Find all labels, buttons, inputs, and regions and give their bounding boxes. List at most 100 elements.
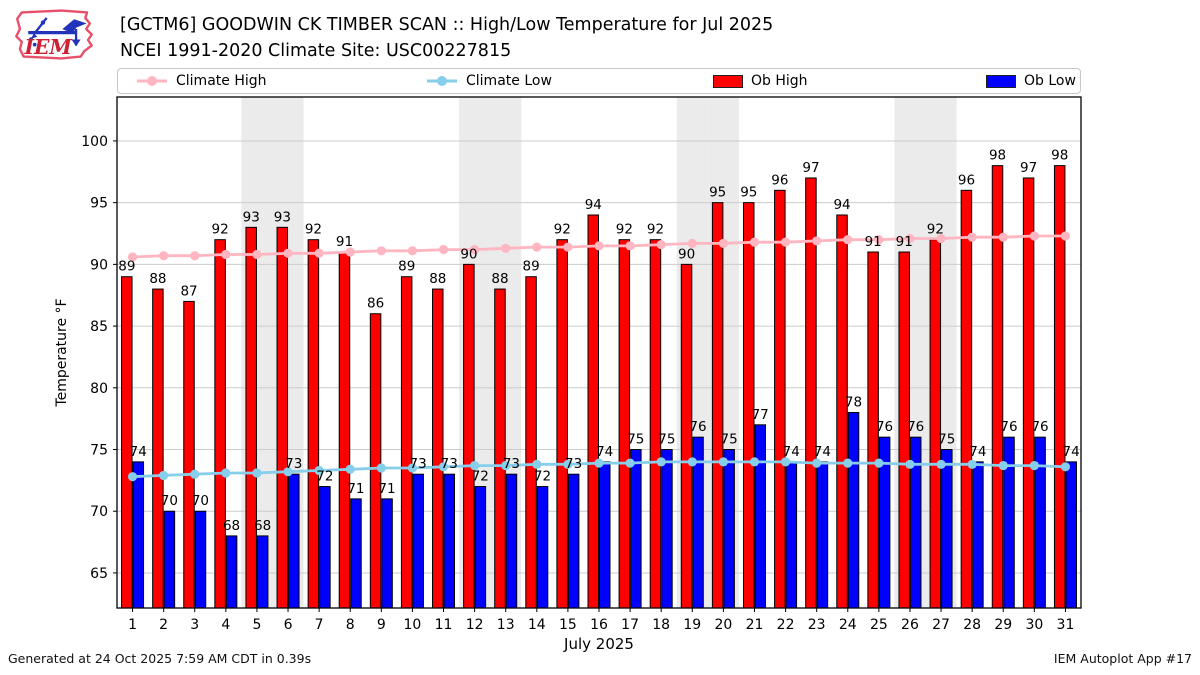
ob-high-value-label: 96 bbox=[771, 172, 788, 188]
ob-high-bar bbox=[463, 263, 475, 609]
climate-line-marker bbox=[874, 235, 884, 245]
climate-line-marker bbox=[718, 238, 728, 248]
ob-high-value-label: 98 bbox=[989, 148, 1006, 164]
climate-line-marker bbox=[221, 249, 231, 260]
x-tick-label: 8 bbox=[346, 617, 355, 633]
x-axis-title: July 2025 bbox=[563, 635, 634, 653]
ob-high-value-label: 89 bbox=[523, 259, 540, 275]
y-tick-label: 75 bbox=[90, 443, 108, 459]
ob-high-bar bbox=[432, 288, 444, 609]
legend-label-ob-low: Ob Low bbox=[1024, 73, 1076, 89]
title-block: [GCTM6] GOODWIN CK TIMBER SCAN :: High/L… bbox=[120, 12, 773, 64]
x-tick-label: 7 bbox=[315, 617, 324, 633]
climate-line-marker bbox=[314, 465, 324, 476]
x-tick-label: 25 bbox=[870, 617, 888, 633]
x-tick-label: 2 bbox=[159, 617, 168, 633]
climate-line-marker bbox=[687, 457, 697, 467]
x-tick-label: 17 bbox=[621, 617, 639, 633]
ob-high-value-label: 95 bbox=[740, 185, 757, 201]
x-tick-label: 19 bbox=[683, 617, 701, 633]
ob-low-bar bbox=[972, 461, 984, 609]
ob-high-bar bbox=[711, 202, 724, 609]
legend-label-ob-high: Ob High bbox=[751, 73, 808, 89]
ob-high-bar bbox=[338, 251, 351, 609]
climate-line-marker bbox=[345, 464, 355, 474]
ob-high-bar bbox=[494, 288, 506, 609]
y-tick-label: 80 bbox=[90, 381, 108, 397]
climate-line-marker bbox=[1029, 231, 1039, 241]
ob-high-value-label: 92 bbox=[554, 222, 571, 238]
x-tick-label: 16 bbox=[590, 617, 608, 633]
climate-line-marker bbox=[718, 457, 728, 467]
climate-line-marker bbox=[625, 458, 635, 468]
x-tick-label: 28 bbox=[963, 617, 981, 633]
ob-low-value-label: 73 bbox=[285, 456, 302, 472]
ob-low-bar bbox=[536, 486, 549, 609]
climate-line-marker bbox=[283, 467, 293, 477]
ob-high-value-label: 86 bbox=[367, 296, 384, 312]
x-tick-label: 6 bbox=[284, 617, 293, 633]
ob-low-bar bbox=[225, 535, 238, 609]
x-tick-label: 15 bbox=[559, 617, 577, 633]
ob-low-value-label: 75 bbox=[658, 432, 675, 448]
climate-line-marker bbox=[998, 460, 1008, 471]
climate-line-marker bbox=[594, 458, 604, 468]
ob-low-bar bbox=[630, 449, 642, 609]
ob-low-bar bbox=[256, 535, 269, 609]
climate-low-line-marker bbox=[427, 76, 457, 86]
y-axis-title: Temperature °F bbox=[54, 298, 70, 407]
ob-low-bar bbox=[723, 449, 735, 609]
ob-low-bar bbox=[567, 473, 580, 609]
climate-line-marker bbox=[936, 459, 946, 469]
ob-low-bar bbox=[754, 424, 766, 609]
climate-line-marker bbox=[314, 248, 324, 258]
ob-high-value-label: 96 bbox=[958, 172, 975, 188]
ob-low-swatch bbox=[986, 74, 1016, 88]
app-credit: IEM Autoplot App #17 bbox=[1053, 651, 1192, 666]
climate-low-line bbox=[127, 457, 1071, 482]
ob-high-bar bbox=[742, 202, 755, 609]
ob-low-bar bbox=[412, 473, 424, 609]
climate-line-marker bbox=[967, 232, 977, 242]
generated-timestamp: Generated at 24 Oct 2025 7:59 AM CDT in … bbox=[8, 651, 312, 666]
ob-high-value-label: 92 bbox=[212, 222, 229, 238]
x-tick-label: 11 bbox=[435, 617, 453, 633]
climate-high-line bbox=[127, 231, 1071, 262]
ob-high-bar bbox=[276, 226, 289, 609]
ob-low-value-label: 72 bbox=[534, 469, 551, 485]
ob-low-value-label: 70 bbox=[192, 493, 209, 509]
ob-high-value-label: 92 bbox=[927, 222, 944, 238]
ob-low-value-label: 78 bbox=[845, 394, 862, 410]
climate-line-marker bbox=[221, 468, 231, 478]
ob-high-bar bbox=[183, 300, 195, 609]
ob-high-bar bbox=[369, 313, 382, 609]
ob-low-bar bbox=[599, 461, 611, 609]
ob-low-value-label: 74 bbox=[130, 444, 147, 460]
climate-line-marker bbox=[563, 242, 573, 252]
weathervane-icon bbox=[28, 17, 87, 47]
climate-line-marker bbox=[407, 246, 418, 256]
ob-high-value-label: 88 bbox=[429, 271, 446, 287]
ob-low-bar bbox=[381, 498, 393, 609]
climate-line-marker bbox=[159, 470, 169, 481]
ob-high-bar bbox=[618, 239, 631, 609]
ob-high-bar bbox=[245, 226, 257, 609]
x-tick-label: 13 bbox=[497, 617, 515, 633]
x-tick-label: 21 bbox=[746, 617, 764, 633]
ob-low-value-label: 74 bbox=[969, 444, 986, 460]
ob-high-bar bbox=[836, 214, 848, 609]
legend-item-ob-low: Ob Low bbox=[986, 69, 1076, 93]
climate-line-marker bbox=[656, 240, 666, 250]
climate-line-marker bbox=[625, 241, 635, 251]
ob-low-bar bbox=[132, 461, 145, 609]
ob-high-bar bbox=[556, 239, 568, 609]
x-tick-label: 23 bbox=[808, 617, 826, 633]
ob-low-value-label: 74 bbox=[1063, 444, 1080, 460]
ob-high-value-label: 97 bbox=[1020, 160, 1037, 176]
iem-logo-text: IEM bbox=[24, 35, 73, 59]
y-axis bbox=[113, 140, 117, 574]
ob-low-bar bbox=[785, 461, 798, 609]
climate-line-marker bbox=[127, 472, 138, 482]
ob-high-value-label: 91 bbox=[865, 234, 882, 250]
climate-line-marker bbox=[252, 468, 262, 478]
